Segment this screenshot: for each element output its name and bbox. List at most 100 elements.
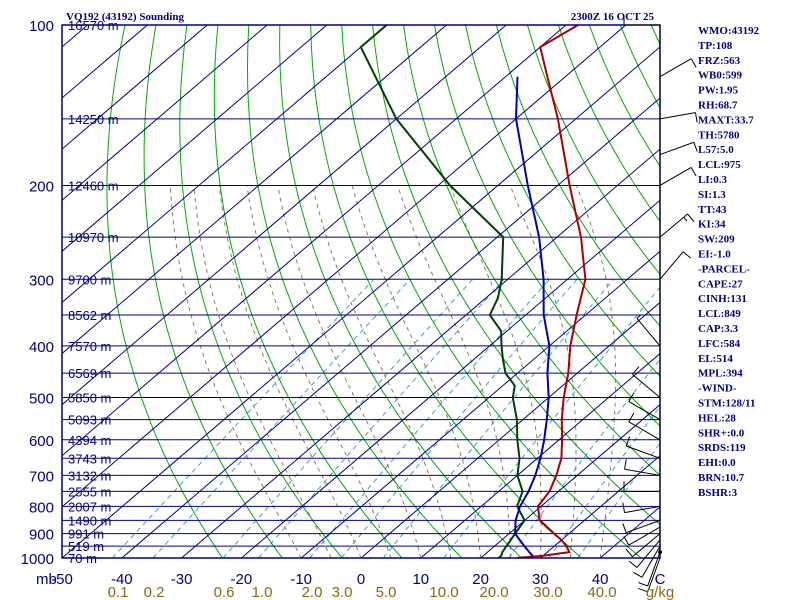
dry-adiabat: [495, 25, 660, 327]
mixing-ratio-tick-label: 0.1: [108, 584, 129, 600]
mixing-ratio-line: [112, 278, 375, 558]
height-label: 16570 m: [68, 18, 119, 33]
isotherm: [62, 25, 507, 406]
mixing-ratio-line: [577, 442, 660, 558]
mixing-ratio-line: [382, 278, 615, 558]
isotherm: [62, 25, 567, 457]
temperature-trace: [516, 25, 587, 558]
barb-staff: [628, 526, 661, 546]
pressure-tick-label: 500: [29, 391, 54, 408]
index-line: HEL:28: [698, 412, 736, 424]
barb-staff: [659, 167, 692, 186]
isotherm: [62, 25, 627, 508]
barb-flag: [624, 459, 627, 470]
index-line: CAPE:27: [698, 278, 743, 290]
mixing-ratio-line: [258, 278, 505, 558]
wind-barb: [622, 519, 661, 534]
mixing-ratio-tick-label: 10.0: [429, 584, 458, 600]
isotherm: [360, 301, 660, 558]
barb-flag: [623, 536, 630, 546]
temperature-tick-label: 30: [532, 571, 549, 588]
moist-adiabat: [193, 185, 332, 558]
temperature-tick-label: 10: [412, 571, 429, 588]
temperature-tick-label: C: [655, 571, 666, 588]
index-line: CINH:131: [698, 293, 747, 305]
temperature-tick-label: -50: [51, 571, 73, 588]
height-label: 8562 m: [68, 308, 111, 323]
barb-staff: [628, 421, 661, 441]
pressure-tick-label: 800: [29, 499, 54, 516]
dry-adiabat: [106, 25, 224, 558]
height-label: 3743 m: [68, 451, 111, 466]
dry-adiabat: [434, 25, 660, 427]
index-line: WB0:599: [698, 70, 743, 82]
pressure-tick-label: 200: [29, 178, 54, 195]
mixing-ratio-tick-label: 3.0: [332, 584, 353, 600]
wind-barb: [632, 366, 661, 398]
wind-barb: [659, 167, 697, 186]
height-label: 2555 m: [68, 484, 111, 499]
height-label: 2007 m: [68, 499, 111, 514]
barb-flag: [638, 582, 648, 587]
wind-barb: [628, 412, 661, 441]
barb-flag: [682, 251, 692, 259]
index-line: KI:34: [698, 219, 726, 231]
barb-flag: [683, 216, 688, 222]
temperature-tick-label: 40: [592, 571, 609, 588]
index-line: L57:5.0: [698, 144, 734, 156]
moist-adiabat: [351, 185, 482, 558]
height-label: 519 m: [68, 539, 104, 554]
barb-flag: [690, 167, 697, 177]
wind-barb: [625, 533, 661, 558]
temperature-tick-label: -30: [171, 571, 193, 588]
wind-barb: [624, 459, 661, 476]
chart-frame: [61, 24, 661, 559]
index-line: RH:68.7: [698, 100, 738, 112]
index-line: WMO:43192: [698, 25, 760, 37]
dry-adiabat: [588, 25, 660, 167]
index-line: SW:209: [698, 234, 735, 246]
barb-staff: [624, 505, 661, 514]
index-line: TP:108: [698, 40, 733, 52]
dry-adiabats: [106, 25, 660, 558]
surface-marker: [658, 550, 662, 555]
barb-staff: [636, 317, 661, 347]
barb-flag: [622, 502, 626, 513]
index-line: SHR+:0.0: [698, 427, 745, 439]
barb-staff: [659, 112, 696, 120]
barb-staff: [659, 213, 688, 238]
barb-staff: [626, 445, 661, 459]
isobars: [62, 25, 660, 558]
index-line: EI:-1.0: [698, 249, 731, 261]
pressure-tick-label: 100: [29, 18, 54, 35]
mixing-ratio-line: [222, 278, 474, 558]
moist-adiabat: [246, 185, 392, 558]
height-label: 5093 m: [68, 413, 111, 428]
moist-adiabat: [449, 185, 542, 558]
pressure-tick-label: 900: [29, 527, 54, 544]
wind-barb: [659, 213, 695, 238]
isotherm: [121, 97, 660, 558]
indices-panel: WMO:43192 TP:108 FRZ:563 WB0:599 PW:1.95 RH:6…: [698, 25, 760, 499]
moist-adiabat: [277, 185, 422, 558]
wind-barb: [659, 58, 697, 78]
index-line: EL:514: [698, 353, 733, 365]
mixing-ratio-tick-label: 40.0: [587, 584, 616, 600]
isotherm: [241, 199, 660, 558]
barb-flag: [636, 314, 642, 319]
index-line: BSHR:3: [698, 487, 738, 499]
index-line: LFC:584: [698, 338, 741, 350]
index-line: -WIND-: [698, 383, 737, 395]
barb-flag: [628, 560, 638, 568]
index-line: MAXT:33.7: [698, 114, 754, 126]
sounding-time: 2300Z 16 OCT 25: [571, 11, 655, 23]
mixing-ratio-tick-label: 2.0: [302, 584, 323, 600]
moist-adiabat: [576, 185, 616, 558]
dry-adiabat: [143, 25, 283, 558]
barb-flag: [625, 548, 633, 558]
barb-staff: [632, 374, 661, 398]
index-line: TH:5780: [698, 129, 740, 141]
dry-adiabat: [341, 25, 642, 558]
